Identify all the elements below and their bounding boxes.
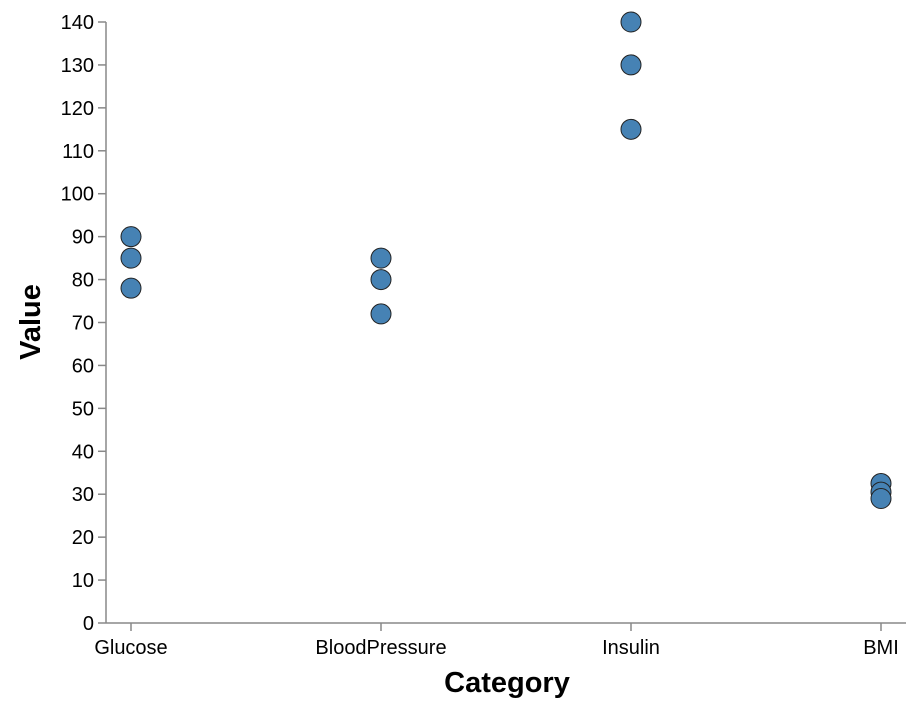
y-tick-label: 80	[72, 270, 94, 292]
y-tick-label: 0	[83, 613, 94, 635]
y-tick-label: 10	[72, 570, 94, 592]
y-tick-label: 20	[72, 527, 94, 549]
x-axis-title: Category	[444, 667, 570, 699]
y-axis-title: Value	[15, 284, 47, 360]
y-tick-label: 130	[61, 55, 94, 77]
x-axis: Glucose BloodPressure Insulin BMI	[94, 622, 906, 659]
data-point	[370, 269, 392, 291]
x-tick-label: Glucose	[94, 637, 167, 659]
data-point	[620, 118, 642, 140]
data-point	[620, 11, 642, 33]
data-point	[120, 277, 142, 299]
y-tick-label: 30	[72, 484, 94, 506]
x-tick-label: BMI	[863, 637, 899, 659]
y-tick-label: 50	[72, 398, 94, 420]
y-tick-label: 110	[62, 141, 94, 163]
data-points	[120, 11, 892, 510]
x-tick-label: BloodPressure	[315, 637, 446, 659]
data-point	[870, 488, 892, 510]
data-point	[370, 247, 392, 269]
y-tick-label: 120	[61, 98, 94, 120]
y-tick-label: 90	[72, 227, 94, 249]
data-point	[370, 303, 392, 325]
y-axis: 0 10 20 30 40 50 60 70 80 90 100 110 120 130 140	[61, 12, 107, 635]
data-point	[620, 54, 642, 76]
y-tick-label: 100	[61, 184, 94, 206]
data-point	[120, 247, 142, 269]
data-point	[120, 226, 142, 248]
x-tick-label: Insulin	[602, 637, 660, 659]
y-tick-label: 70	[72, 313, 94, 335]
y-tick-label: 140	[61, 12, 94, 34]
y-tick-label: 40	[72, 441, 94, 463]
y-tick-label: 60	[72, 355, 94, 377]
